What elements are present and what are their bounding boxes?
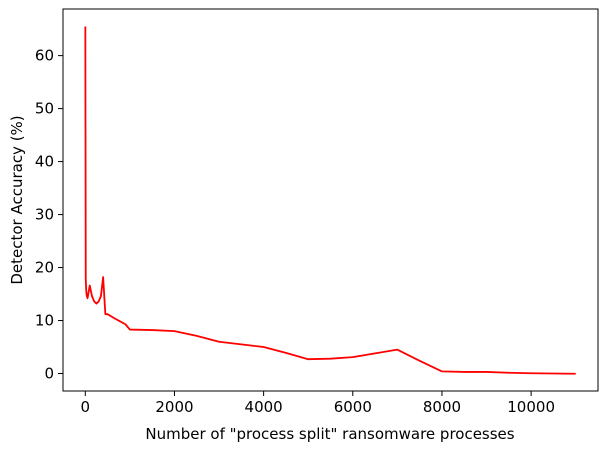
series-layer	[84, 26, 576, 375]
y-tick-label: 30	[35, 206, 54, 224]
y-tick-label: 20	[35, 259, 54, 277]
x-tick-label: 10000	[507, 398, 555, 416]
x-tick-label: 4000	[245, 398, 283, 416]
x-tick-label: 6000	[334, 398, 372, 416]
y-axis-label: Detector Accuracy (%)	[8, 115, 26, 284]
x-axis-ticks: 0 2000 4000 6000 8000 10000	[81, 391, 555, 416]
y-tick-label: 10	[35, 312, 54, 330]
y-tick-label: 0	[44, 365, 54, 383]
y-tick-label: 50	[35, 100, 54, 118]
x-tick-label: 8000	[423, 398, 461, 416]
x-axis-label: Number of "process split" ransomware pro…	[145, 425, 514, 443]
x-tick-label: 2000	[155, 398, 193, 416]
y-tick-label: 40	[35, 153, 54, 171]
y-tick-label: 60	[35, 47, 54, 65]
x-tick-label: 0	[81, 398, 91, 416]
series-line	[84, 26, 576, 375]
y-axis-ticks: 0 10 20 30 40 50 60	[35, 47, 63, 383]
plot-area-frame	[62, 8, 599, 392]
